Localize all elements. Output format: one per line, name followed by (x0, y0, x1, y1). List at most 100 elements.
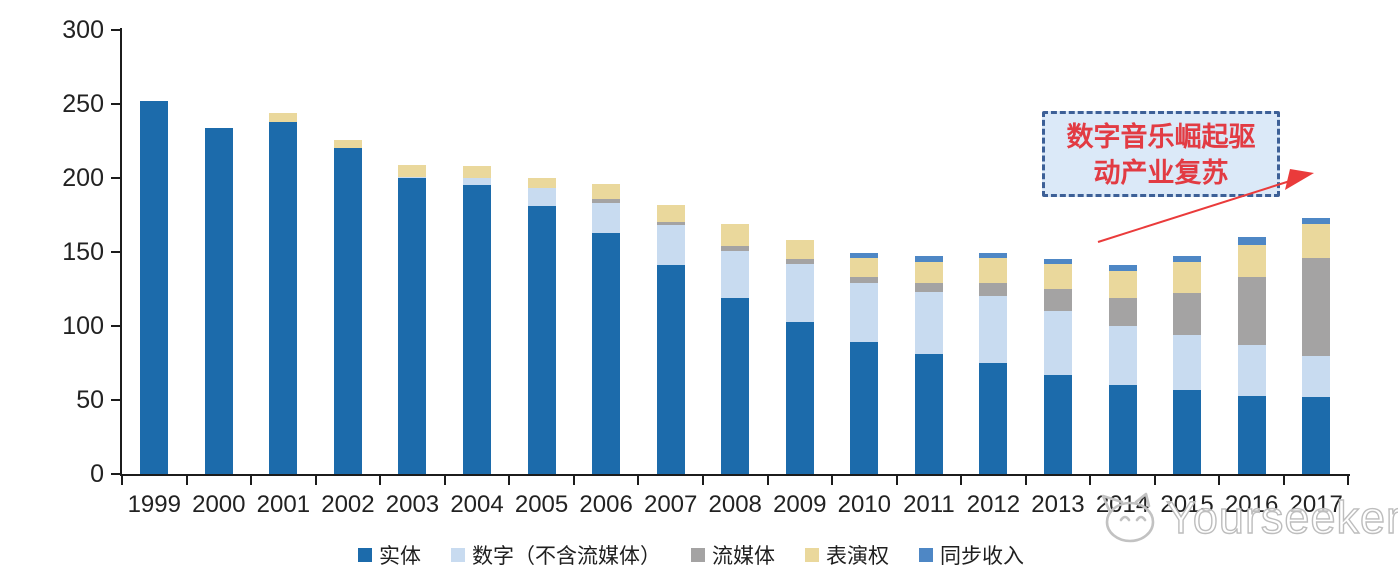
y-axis-tick (111, 177, 121, 179)
bar-segment (979, 283, 1008, 297)
y-axis-label: 200 (62, 164, 104, 192)
x-axis-label: 2001 (256, 491, 311, 518)
bar-segment (398, 176, 427, 178)
x-axis-tick (766, 476, 769, 485)
bar-segment (721, 297, 750, 474)
y-axis-tick (111, 325, 121, 327)
x-axis-label: 1999 (127, 491, 181, 518)
bar-segment (785, 321, 814, 474)
bar-segment (656, 204, 685, 223)
bar-segment (463, 166, 492, 178)
bar-segment (1043, 374, 1072, 474)
bar-segment (914, 256, 943, 263)
x-axis-label: 2017 (1289, 491, 1343, 518)
bar-segment (333, 139, 362, 149)
bar-segment (850, 253, 879, 258)
x-axis-label: 2006 (579, 491, 633, 518)
watermark: Yourseeker (1096, 490, 1398, 546)
x-axis-tick (831, 476, 834, 485)
y-axis-label: 250 (62, 90, 104, 118)
bar-segment (592, 232, 621, 474)
bar-segment (1173, 293, 1202, 335)
bar-segment (1108, 297, 1137, 326)
bar-segment (656, 265, 685, 474)
bar-segment (1108, 326, 1137, 386)
x-axis-tick (1089, 476, 1092, 485)
bar-segment (785, 263, 814, 322)
y-axis-label: 150 (62, 238, 104, 266)
bar-segment (527, 188, 556, 207)
bar-segment (204, 127, 233, 474)
x-axis-tick (572, 476, 575, 485)
y-axis-tick (111, 29, 121, 31)
legend-item: 流媒体 (691, 540, 775, 570)
bar-segment (1302, 355, 1331, 398)
y-axis-tick (111, 103, 121, 105)
x-axis-tick (1282, 476, 1285, 485)
bar-segment (1043, 289, 1072, 312)
bar-segment (850, 342, 879, 474)
bar-segment (979, 363, 1008, 474)
x-axis-label: 2008 (708, 491, 762, 518)
bar-segment (1173, 334, 1202, 390)
legend-label: 表演权 (826, 544, 889, 568)
legend-label: 同步收入 (940, 544, 1024, 568)
legend-swatch (691, 548, 705, 562)
y-axis-label: 100 (62, 312, 104, 340)
bar-segment (1108, 385, 1137, 474)
bar-segment (914, 354, 943, 474)
bar-segment (1108, 271, 1137, 298)
bar-segment (1237, 345, 1266, 396)
legend-label: 实体 (379, 544, 421, 568)
x-axis-tick (250, 476, 253, 485)
x-axis-label: 2003 (385, 491, 440, 518)
bar-segment (1302, 223, 1331, 258)
bar-segment (463, 185, 492, 474)
legend-item: 同步收入 (919, 540, 1024, 570)
bar-segment (527, 206, 556, 474)
bar-segment (1302, 257, 1331, 356)
x-axis-tick (508, 476, 511, 485)
x-axis-label: 2009 (773, 491, 827, 518)
bar-segment (1108, 265, 1137, 272)
bar-segment (1173, 256, 1202, 263)
bar-segment (1237, 237, 1266, 245)
bar-segment (269, 121, 298, 474)
bar-segment (140, 101, 169, 474)
x-axis-tick (701, 476, 704, 485)
bar-segment (721, 250, 750, 298)
x-axis-label: 2016 (1224, 491, 1279, 518)
x-axis-label: 2000 (192, 491, 246, 518)
bar-segment (785, 240, 814, 260)
bar-segment (1302, 217, 1331, 224)
y-axis-label: 50 (76, 386, 104, 414)
x-axis-label: 2013 (1031, 491, 1085, 518)
bar-segment (979, 296, 1008, 363)
x-axis-tick (185, 476, 188, 485)
y-axis-label: 300 (62, 16, 104, 44)
bar-segment (398, 164, 427, 177)
bar-segment (850, 283, 879, 343)
annotation-text-line1: 数字音乐崛起驱 (1066, 122, 1256, 152)
bar-segment (1173, 262, 1202, 294)
bar-segment (269, 112, 298, 122)
x-axis-label: 2004 (450, 491, 504, 518)
x-axis-label: 2010 (837, 491, 891, 518)
bar-segment (398, 178, 427, 474)
bar-segment (656, 222, 685, 226)
x-axis-tick (1024, 476, 1027, 485)
bar-segment (979, 253, 1008, 258)
x-axis-tick (895, 476, 898, 485)
x-axis-tick (637, 476, 640, 485)
x-axis-tick (1153, 476, 1156, 485)
legend-swatch (451, 548, 465, 562)
x-axis-tick (1218, 476, 1221, 485)
bar-segment (527, 178, 556, 189)
legend-swatch (805, 548, 819, 562)
legend-item: 数字（不含流媒体） (451, 540, 661, 570)
annotation-text-line2: 动产业复苏 (1093, 158, 1229, 188)
bar-segment (1302, 397, 1331, 474)
bar-segment (914, 283, 943, 292)
y-axis-tick (111, 399, 121, 401)
